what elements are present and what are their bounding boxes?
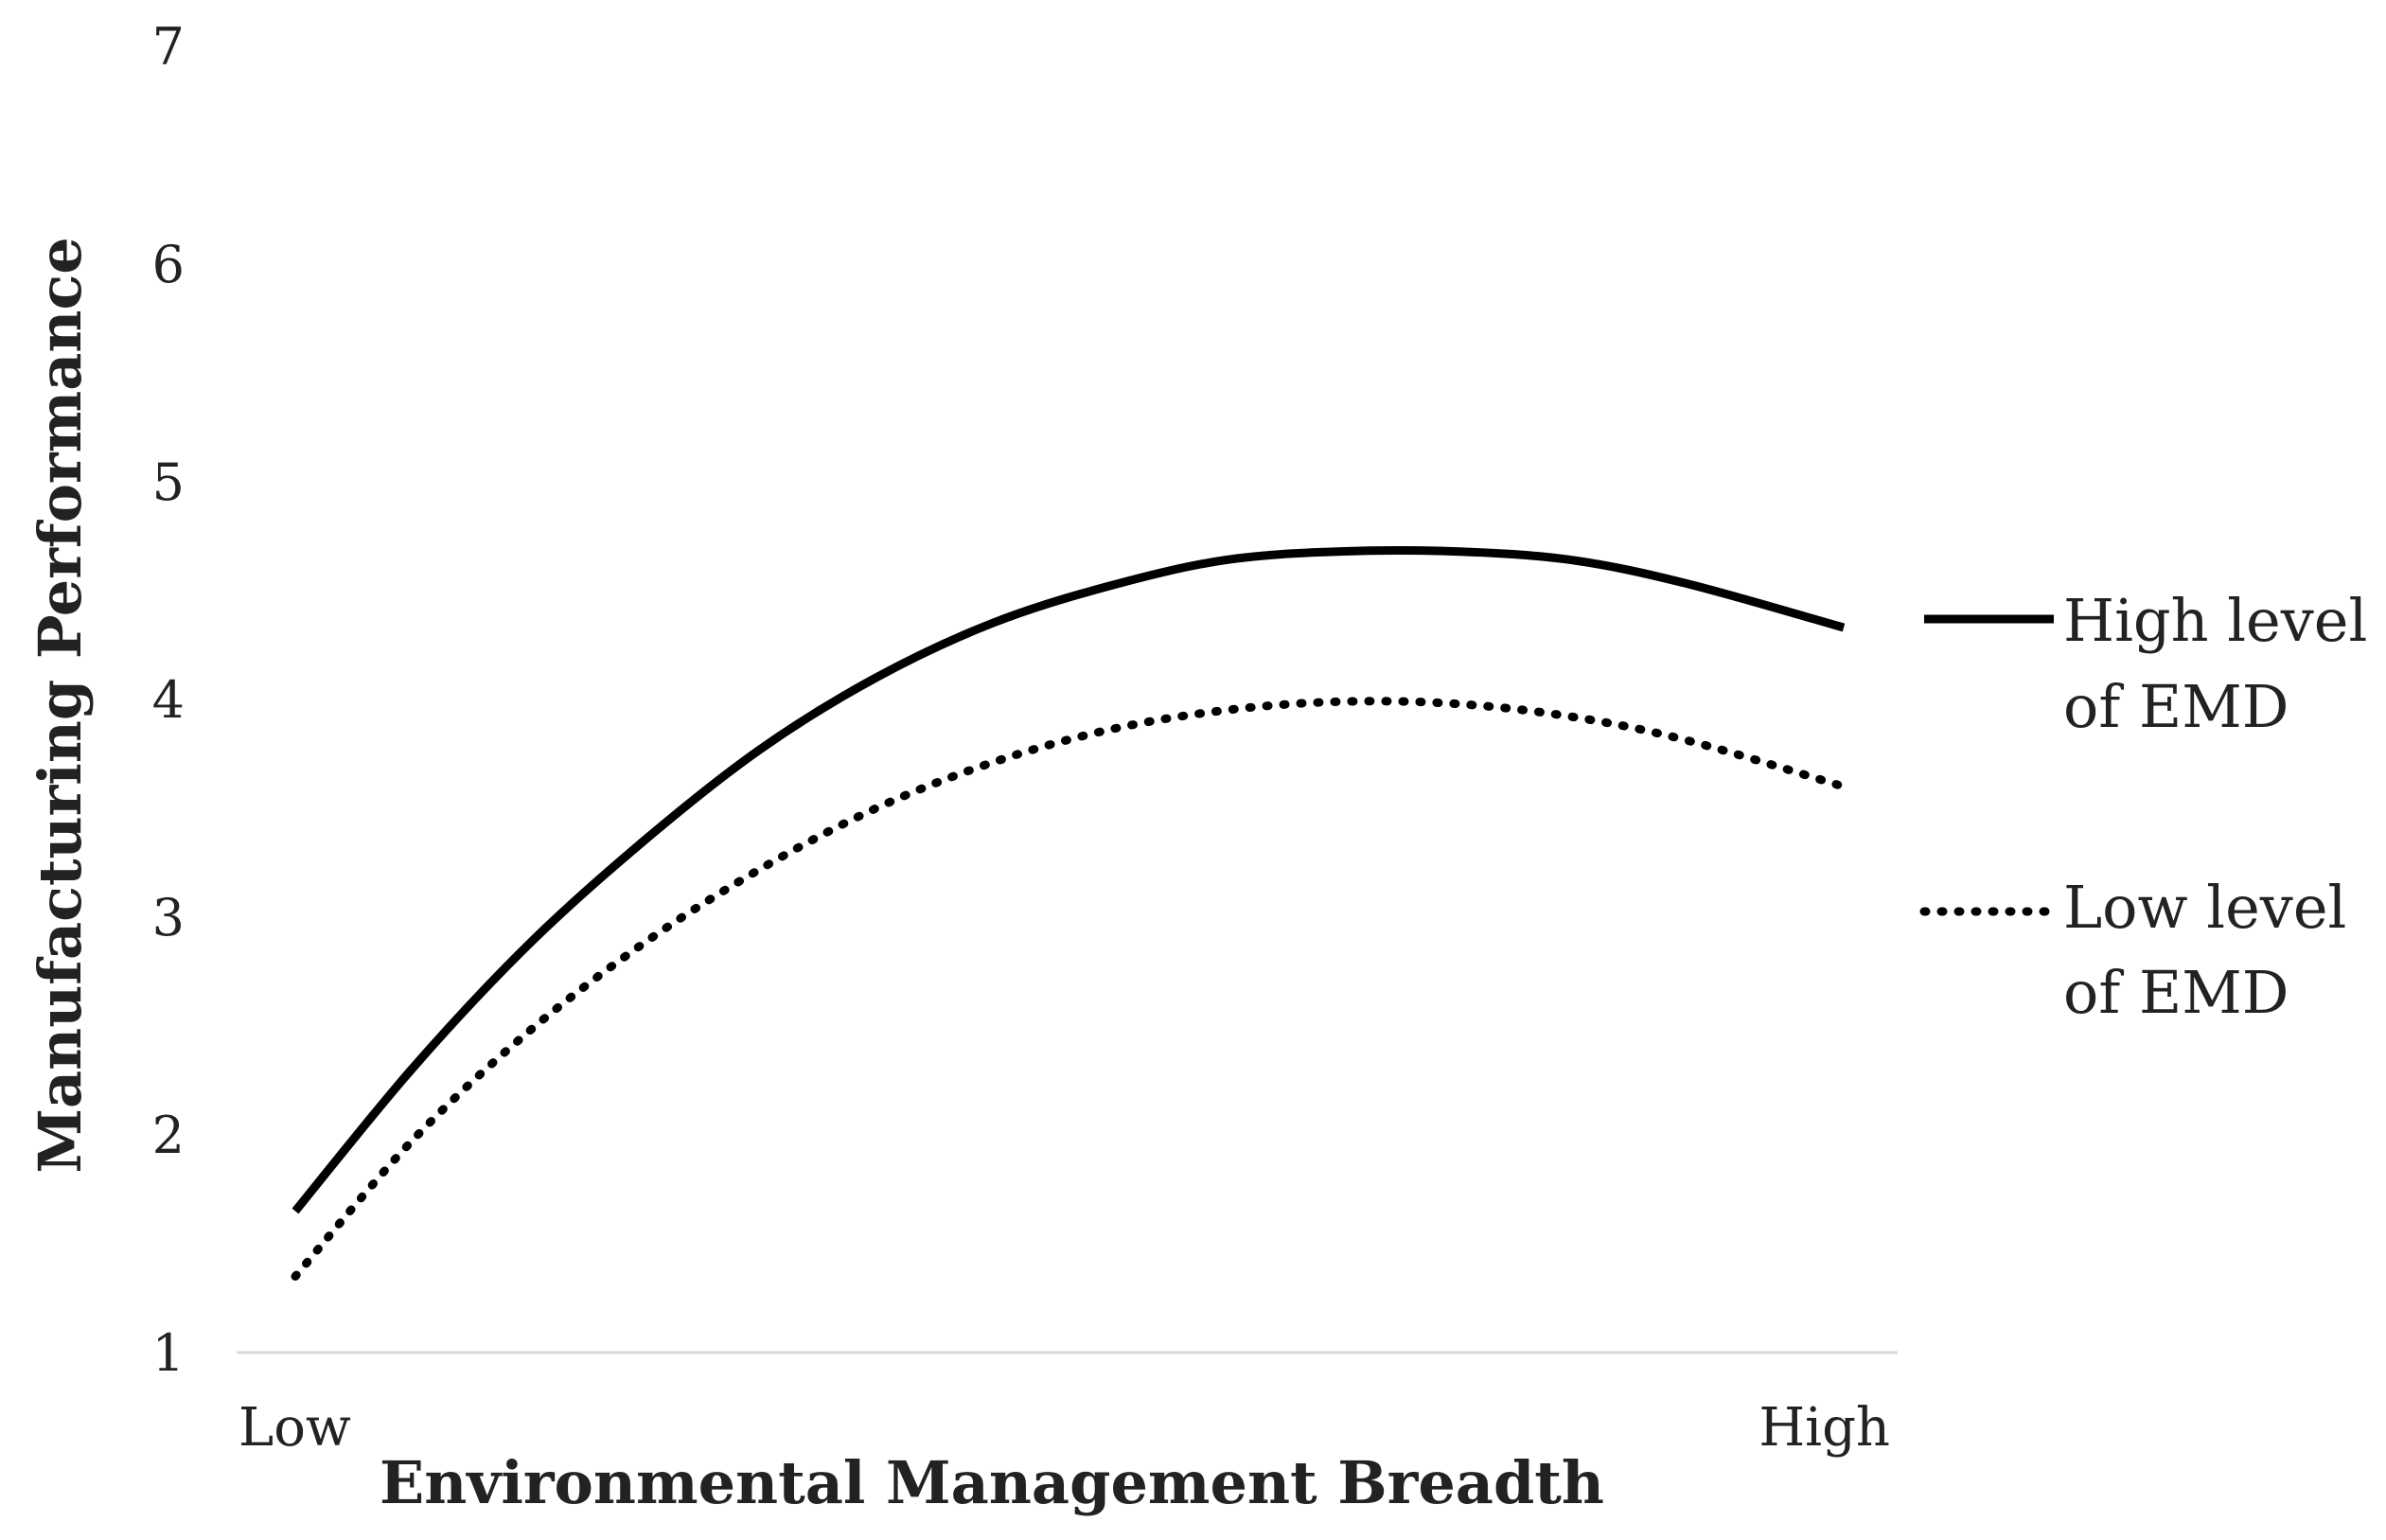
y-tick-label: 2 [152, 1106, 185, 1165]
x-category-label: High [1759, 1397, 1890, 1459]
series-line-low-emd [291, 697, 1848, 1281]
x-axis-categories: Low High [239, 1397, 1890, 1459]
y-tick-label: 4 [152, 670, 185, 730]
legend-label-line1: High level [2063, 586, 2367, 655]
y-axis-ticks: 1 2 3 4 5 6 7 [152, 17, 185, 1383]
y-tick-label: 3 [152, 888, 185, 947]
y-axis-title: Manufacturing Performance [26, 237, 95, 1173]
legend-label-line2: of EMD [2063, 958, 2289, 1027]
y-tick-label: 6 [152, 235, 185, 294]
y-tick-label: 7 [152, 17, 185, 77]
x-axis-title: Environmental Management Breadth [380, 1448, 1604, 1517]
series-layer [291, 545, 1848, 1281]
series-line-high-emd [292, 545, 1846, 1214]
y-tick-label: 1 [152, 1323, 185, 1383]
x-category-label: Low [239, 1397, 351, 1459]
legend: High level of EMD Low level of EMD [1919, 586, 2367, 1027]
legend-label-line2: of EMD [2063, 672, 2289, 741]
y-tick-label: 5 [152, 452, 185, 512]
legend-label-line1: Low level [2063, 873, 2346, 942]
